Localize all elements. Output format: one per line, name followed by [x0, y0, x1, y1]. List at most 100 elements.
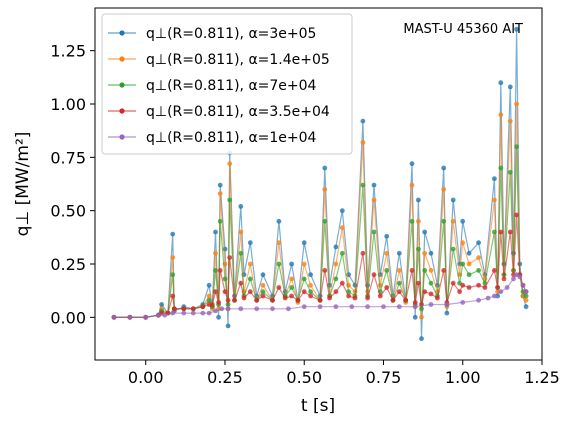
data-point	[435, 295, 440, 301]
x-tick-label: 0.25	[207, 368, 243, 387]
data-point	[365, 295, 370, 301]
data-point	[190, 306, 196, 312]
data-point	[286, 306, 291, 312]
x-tick-label: 1.25	[524, 368, 560, 387]
data-point	[217, 182, 223, 188]
legend-swatch-marker	[119, 82, 125, 88]
data-point	[419, 336, 424, 342]
data-point	[295, 297, 301, 303]
data-point	[498, 80, 504, 86]
data-point	[360, 140, 366, 145]
data-point	[213, 289, 218, 295]
data-point	[111, 314, 117, 320]
data-point	[514, 101, 519, 107]
data-point	[238, 280, 244, 286]
data-point	[301, 261, 307, 267]
data-point	[482, 285, 488, 290]
data-point	[322, 165, 328, 171]
data-point	[507, 229, 513, 235]
data-point	[441, 165, 447, 171]
data-point	[371, 197, 377, 203]
data-point	[143, 314, 149, 320]
data-point	[322, 268, 328, 273]
data-point	[492, 229, 497, 235]
data-point	[507, 169, 513, 175]
data-point	[450, 280, 456, 286]
data-point	[209, 302, 215, 307]
legend-item: q⊥(R=0.811), α=1.4e+05	[108, 52, 330, 68]
data-point	[492, 197, 497, 203]
data-point	[381, 304, 386, 310]
series-5	[111, 272, 529, 320]
data-point	[241, 295, 247, 301]
data-point	[289, 293, 294, 299]
data-point	[476, 240, 481, 246]
data-point	[170, 272, 176, 278]
data-point	[428, 268, 434, 273]
data-point	[450, 197, 456, 203]
data-point	[301, 240, 307, 246]
data-point	[238, 250, 244, 256]
data-point	[127, 314, 133, 320]
data-point	[360, 250, 366, 256]
data-point	[422, 289, 428, 295]
legend-label: q⊥(R=0.811), α=7e+04	[146, 78, 317, 94]
data-point	[289, 276, 294, 282]
data-point	[349, 304, 355, 310]
data-point	[501, 276, 507, 282]
data-point	[409, 268, 415, 273]
data-point	[170, 293, 176, 299]
data-point	[492, 176, 497, 182]
legend-swatch-marker	[119, 134, 125, 140]
data-point	[514, 212, 519, 218]
data-point	[412, 304, 418, 310]
data-point	[498, 165, 504, 171]
data-point	[412, 300, 418, 305]
data-point	[322, 218, 328, 224]
data-point	[396, 280, 402, 286]
data-point	[216, 300, 222, 305]
data-point	[466, 261, 472, 267]
data-point	[301, 289, 307, 295]
data-point	[206, 282, 212, 288]
legend-box	[101, 13, 353, 155]
data-point	[428, 250, 434, 256]
data-point	[450, 218, 456, 224]
data-point	[460, 282, 466, 288]
x-axis-label: t [s]	[301, 396, 335, 416]
data-point	[276, 240, 282, 246]
data-point	[289, 261, 294, 267]
data-point	[466, 250, 472, 256]
data-point	[227, 255, 233, 260]
data-point	[384, 250, 390, 256]
data-point	[384, 268, 390, 273]
data-point	[492, 293, 497, 299]
data-point	[428, 280, 434, 286]
data-point	[498, 112, 504, 118]
data-point	[428, 291, 434, 297]
data-point	[317, 297, 323, 303]
plot-frame	[94, 7, 543, 361]
data-point	[282, 295, 288, 301]
data-point	[232, 297, 237, 303]
data-point	[466, 285, 472, 290]
data-point	[156, 312, 161, 318]
data-point	[476, 268, 481, 273]
data-point	[171, 306, 177, 312]
data-point	[238, 229, 244, 235]
data-point	[492, 268, 497, 273]
data-point	[384, 233, 390, 239]
data-point	[523, 289, 529, 295]
data-point	[200, 304, 206, 310]
legend-label: q⊥(R=0.811), α=1.4e+05	[146, 52, 330, 68]
data-point	[498, 289, 504, 295]
data-point	[254, 306, 260, 312]
data-point	[511, 276, 516, 282]
data-point	[260, 293, 266, 299]
data-point	[301, 304, 307, 310]
legend-label: q⊥(R=0.811), α=3.5e+04	[146, 104, 330, 120]
data-point	[327, 295, 332, 301]
data-point	[396, 289, 402, 295]
data-point	[222, 276, 228, 282]
data-point	[333, 304, 339, 310]
